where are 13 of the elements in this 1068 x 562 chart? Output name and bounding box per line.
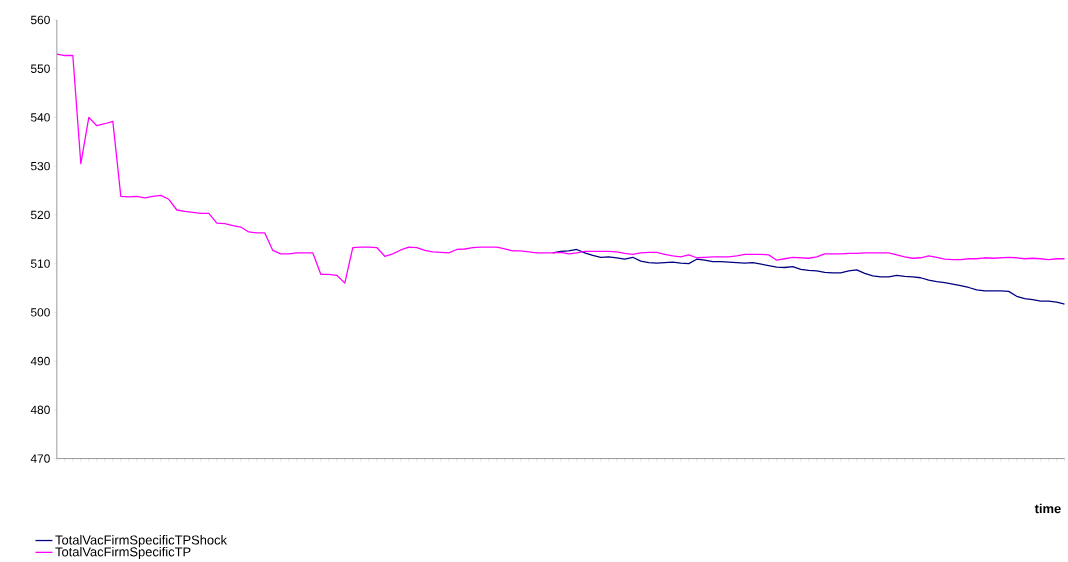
y-tick-label: 490 (30, 357, 50, 366)
y-tick-label: 550 (30, 64, 50, 74)
legend-label: TotalVacFirmSpecificTP (55, 547, 191, 560)
y-tick-label: 500 (30, 308, 50, 317)
y-tick-label: 470 (30, 454, 50, 463)
y-tick-label: 520 (30, 210, 50, 220)
y-tick-label: 560 (30, 15, 50, 25)
y-tick-label: 530 (30, 162, 50, 171)
y-tick-label: 480 (30, 405, 50, 415)
y-tick-label: 540 (30, 113, 50, 122)
legend-label: TotalVacFirmSpecificTPShock (55, 535, 228, 548)
y-tick-label: 510 (30, 259, 50, 268)
x-axis-title: time (1034, 503, 1061, 514)
